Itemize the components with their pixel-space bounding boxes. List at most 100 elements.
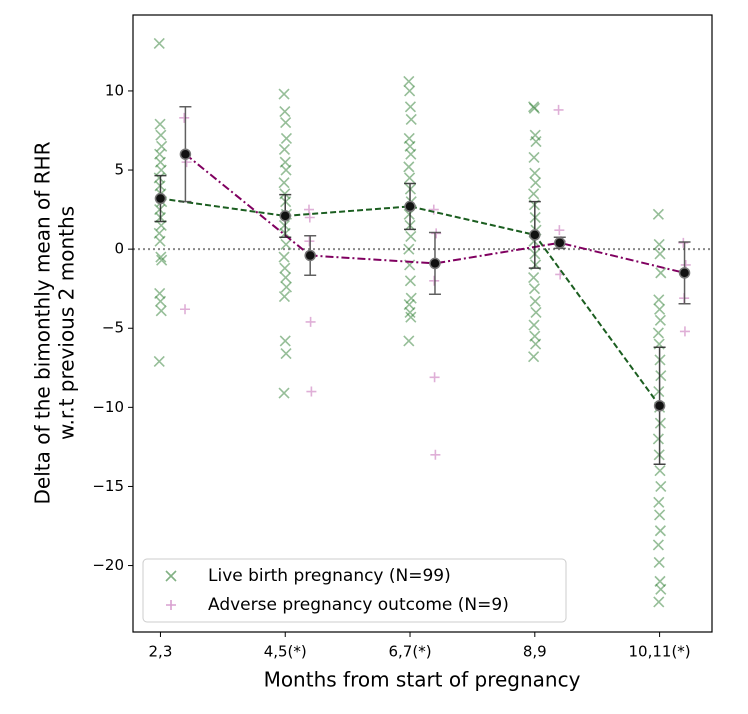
legend-marker [166, 600, 176, 610]
data-point [530, 338, 542, 350]
data-point [404, 172, 416, 184]
data-point [154, 295, 167, 307]
data-point [404, 101, 416, 113]
data-point [429, 372, 440, 383]
x-tick-label: 2,3 [149, 643, 173, 661]
data-point [280, 272, 292, 284]
data-point [278, 291, 291, 303]
data-point [655, 480, 667, 493]
data-point [180, 304, 191, 315]
data-point [655, 267, 667, 279]
mean-marker [154, 192, 167, 205]
data-point [431, 228, 442, 239]
data-point [529, 167, 541, 179]
data-point [430, 449, 441, 460]
data-point [153, 37, 165, 50]
data-point [155, 129, 167, 141]
data-point [652, 208, 664, 220]
data-point [154, 118, 166, 130]
data-point [153, 355, 165, 368]
data-point [280, 164, 292, 176]
data-point [279, 335, 291, 347]
data-point [405, 292, 417, 304]
data-point [654, 465, 666, 477]
mean-marker [653, 400, 666, 412]
data-point [652, 433, 664, 445]
legend-label: Adverse pregnancy outcome (N=9) [208, 595, 509, 615]
data-point [405, 113, 417, 125]
data-point [654, 314, 666, 326]
data-point [528, 188, 540, 200]
data-point [653, 556, 665, 568]
legend-marker [165, 570, 177, 582]
mean-marker [678, 267, 691, 279]
data-point [280, 347, 292, 360]
data-point [529, 295, 541, 307]
data-point [530, 177, 542, 189]
data-point [278, 143, 291, 156]
data-point [653, 294, 665, 306]
mean-marker [429, 257, 441, 270]
data-point [553, 104, 564, 115]
data-point [652, 539, 664, 551]
data-point [304, 212, 315, 223]
data-point [654, 248, 666, 260]
data-point [530, 306, 542, 318]
mean-marker [529, 229, 541, 241]
plot-frame [132, 14, 713, 633]
mean-line [160, 197, 661, 407]
data-point [154, 235, 166, 247]
data-point [306, 386, 317, 397]
x-tick-label: 10,11(*) [629, 643, 691, 661]
legend-box [142, 558, 567, 623]
data-point [403, 335, 415, 347]
data-point [403, 75, 415, 88]
data-point [654, 303, 666, 315]
data-point [528, 151, 540, 163]
data-point [278, 387, 290, 399]
data-point [405, 311, 417, 323]
data-point [405, 148, 417, 160]
y-tick-label: 5 [114, 161, 124, 179]
data-point [279, 262, 291, 274]
mean-line [184, 153, 685, 274]
data-point [304, 236, 315, 247]
y-tick-label: −20 [92, 556, 124, 574]
data-point [278, 177, 290, 189]
data-point [528, 319, 540, 331]
data-point [655, 370, 667, 382]
data-point [654, 417, 666, 429]
mean-marker [554, 237, 566, 249]
data-point [280, 238, 292, 250]
x-tick-label: 4,5(*) [264, 643, 307, 661]
data-point [403, 243, 415, 255]
data-point [428, 204, 439, 215]
data-point [305, 316, 316, 327]
data-point [653, 238, 665, 250]
y-axis-label: Delta of the bimonthly mean of RHR [31, 141, 55, 504]
data-point [528, 351, 540, 363]
data-point [528, 102, 540, 114]
data-point [654, 525, 666, 537]
data-point [652, 327, 664, 339]
mean-marker [304, 249, 316, 262]
mean-marker [179, 148, 192, 160]
data-point [405, 230, 417, 243]
legend-label: Live birth pregnancy (N=99) [208, 566, 451, 586]
data-point [156, 254, 168, 266]
data-point [654, 509, 666, 521]
y-axis-label: w.r.t previous 2 months [55, 206, 79, 440]
x-tick-label: 8,9 [523, 643, 547, 661]
data-point [404, 275, 416, 287]
data-point [155, 305, 167, 317]
mean-marker [404, 200, 416, 213]
data-point [280, 281, 293, 293]
y-tick-label: −5 [102, 319, 124, 337]
y-tick-label: −15 [92, 477, 124, 495]
y-tick-label: 0 [114, 240, 124, 258]
data-point [528, 272, 540, 284]
data-point [278, 88, 290, 100]
data-point [679, 326, 690, 337]
mean-marker [279, 210, 291, 222]
